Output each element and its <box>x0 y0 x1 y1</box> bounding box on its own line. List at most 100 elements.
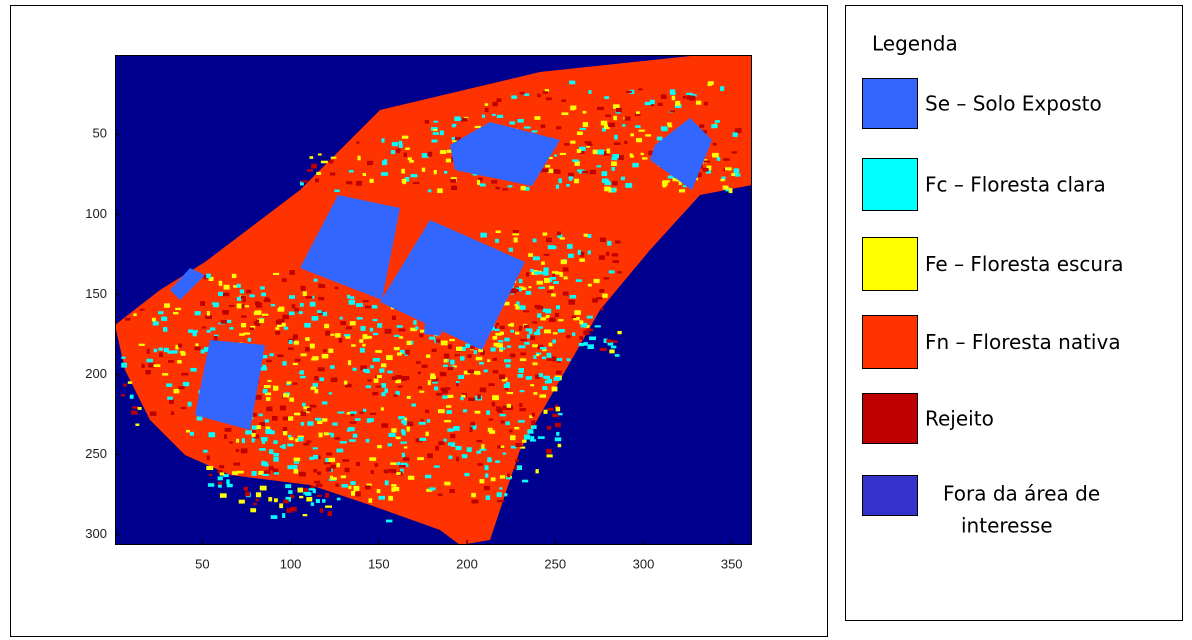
speckle <box>207 455 210 460</box>
speckle <box>223 293 229 297</box>
speckle <box>583 342 588 346</box>
speckle <box>324 462 330 464</box>
speckle <box>289 437 294 440</box>
speckle <box>715 120 720 123</box>
speckle <box>177 360 182 363</box>
speckle <box>532 344 538 347</box>
speckle <box>328 458 335 462</box>
speckle <box>407 427 410 432</box>
speckle <box>275 327 279 330</box>
speckle <box>303 488 308 492</box>
speckle <box>563 292 569 296</box>
speckle <box>611 188 616 193</box>
speckle <box>397 149 400 154</box>
speckle <box>371 470 374 474</box>
speckle <box>594 279 600 283</box>
speckle <box>528 286 531 288</box>
speckle <box>480 388 486 393</box>
speckle <box>316 484 323 487</box>
speckle <box>625 183 632 188</box>
speckle <box>355 492 361 497</box>
speckle <box>515 332 519 335</box>
speckle <box>294 341 299 345</box>
speckle <box>265 429 271 434</box>
speckle <box>266 397 270 401</box>
speckle <box>324 432 329 435</box>
speckle <box>624 141 627 144</box>
speckle <box>397 462 400 466</box>
speckle <box>520 92 525 95</box>
speckle <box>440 372 447 376</box>
speckle <box>511 323 514 327</box>
speckle <box>713 143 717 146</box>
speckle <box>237 304 242 309</box>
speckle <box>543 91 549 93</box>
speckle <box>303 514 308 516</box>
speckle <box>324 324 329 328</box>
speckle <box>482 115 485 118</box>
speckle <box>554 377 561 381</box>
legend-title: Legenda <box>872 32 958 56</box>
speckle <box>554 154 557 156</box>
speckle <box>353 434 357 438</box>
speckle <box>317 472 321 475</box>
speckle <box>195 346 201 350</box>
speckle <box>273 273 279 275</box>
speckle <box>438 409 445 413</box>
speckle <box>346 181 352 184</box>
speckle <box>547 426 552 430</box>
speckle <box>613 116 617 121</box>
speckle <box>330 334 335 336</box>
speckle <box>250 328 254 330</box>
speckle <box>611 161 617 166</box>
speckle <box>596 297 602 299</box>
speckle <box>455 354 460 356</box>
speckle <box>322 418 327 421</box>
speckle <box>396 375 402 379</box>
speckle <box>197 417 203 421</box>
speckle <box>418 372 421 375</box>
speckle <box>317 495 322 497</box>
speckle <box>237 471 244 474</box>
speckle <box>600 348 607 351</box>
speckle <box>717 157 720 161</box>
speckle <box>268 497 272 501</box>
speckle <box>418 386 422 389</box>
speckle <box>446 159 451 163</box>
speckle <box>299 311 303 314</box>
speckle <box>547 379 552 383</box>
speckle <box>399 141 403 146</box>
speckle <box>515 459 519 461</box>
speckle <box>405 350 409 355</box>
speckle <box>256 395 262 400</box>
speckle <box>121 363 127 368</box>
speckle <box>569 81 575 85</box>
speckle <box>121 357 125 359</box>
speckle <box>181 352 186 356</box>
speckle <box>366 439 370 443</box>
speckle <box>349 300 355 305</box>
speckle <box>245 492 250 497</box>
speckle <box>675 101 680 106</box>
speckle <box>551 293 556 296</box>
speckle <box>503 453 506 455</box>
speckle <box>266 360 271 363</box>
speckle <box>734 168 740 173</box>
x-tick-label: 350 <box>721 556 743 571</box>
speckle <box>663 180 670 182</box>
speckle <box>398 386 403 388</box>
speckle <box>260 486 267 491</box>
speckle <box>283 393 289 397</box>
speckle <box>515 304 518 306</box>
speckle <box>422 365 428 368</box>
speckle <box>152 318 156 322</box>
speckle <box>489 419 494 421</box>
legend-swatch <box>863 476 918 516</box>
speckle <box>667 123 671 126</box>
speckle <box>510 121 516 124</box>
speckle <box>403 457 410 461</box>
speckle <box>530 384 534 386</box>
speckle <box>298 488 304 493</box>
speckle <box>462 454 467 458</box>
speckle <box>224 285 230 290</box>
